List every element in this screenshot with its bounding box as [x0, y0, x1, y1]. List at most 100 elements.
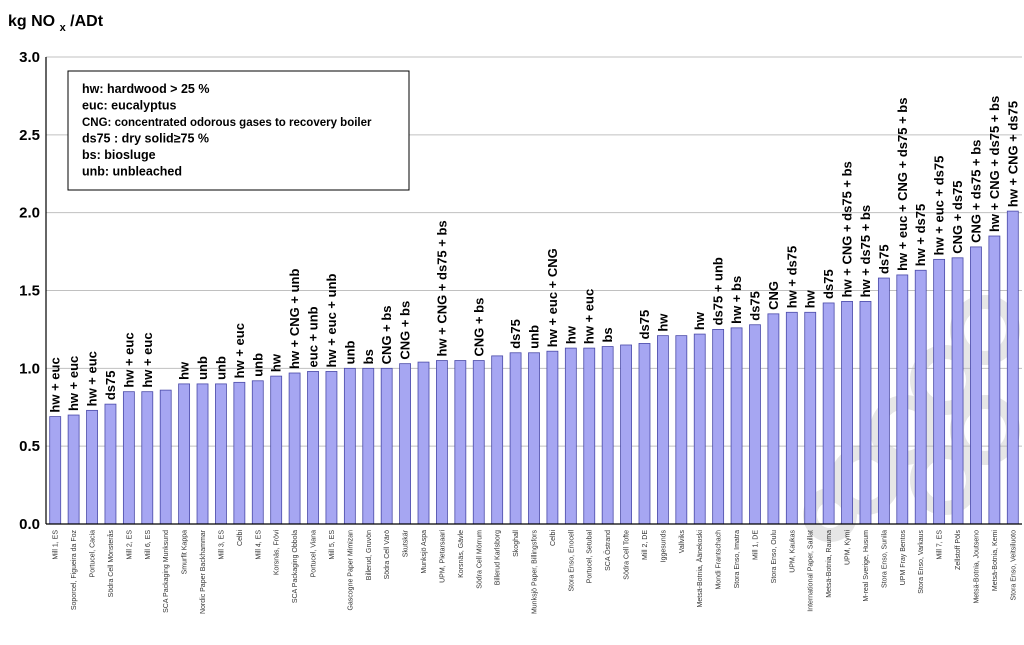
bar-note: hw: [692, 311, 707, 330]
x-tick-label: Mill 1, DE: [752, 530, 759, 560]
x-tick-label: M-real Sverige, Husum: [863, 530, 870, 602]
legend-entry: CNG: concentrated odorous gases to recov…: [82, 117, 372, 129]
x-tick-label: Mill 4, ES: [255, 530, 262, 560]
y-tick-label: 1.0: [19, 360, 40, 377]
x-tick-label: SCA Packaging Munksund: [163, 530, 170, 613]
bar-note: bs: [600, 327, 615, 342]
bar: [657, 335, 669, 525]
bar: [251, 380, 264, 525]
bar-note: hw + euc + CNG: [545, 248, 560, 347]
x-tick-label: Mill 2, ES: [126, 530, 133, 560]
bar-note: hw + euc: [85, 351, 100, 406]
bar-note: CNG + bs: [398, 301, 413, 360]
bar-note: unb: [213, 356, 228, 380]
bar: [362, 367, 375, 525]
bar: [141, 391, 154, 525]
bar-note: hw + ds75 + bs: [858, 205, 873, 298]
bar-note: ds75: [637, 310, 652, 340]
bar: [215, 383, 227, 525]
bar-note: CNG + bs: [471, 298, 486, 357]
y-tick-label: 2.0: [19, 205, 40, 222]
legend-entry: hw: hardwood > 25 %: [82, 82, 209, 96]
bar-note: hw + bs: [729, 276, 744, 324]
bar-note: hw + euc: [232, 323, 247, 378]
bar-note: hw + euc: [121, 332, 136, 387]
x-tick-label: Mill 7, ES: [937, 530, 944, 560]
bar-note: bs: [361, 349, 376, 364]
x-tick-label: Vallviks: [679, 530, 686, 554]
bar-note: CNG: [766, 281, 781, 310]
bar-note: hw + euc + ds75: [932, 156, 947, 256]
bar-note: hw + ds75: [784, 246, 799, 309]
x-tick-label: UPM, Kymi: [845, 530, 852, 565]
bar: [491, 355, 504, 525]
bar: [988, 235, 1001, 525]
x-tick-label: Södra Cell Mönsterås: [107, 530, 115, 598]
bar: [178, 383, 191, 525]
x-tick-label: Metsä-Botnia, Rauma: [826, 530, 833, 598]
bar: [307, 371, 319, 525]
x-tick-label: Celbi: [550, 530, 557, 546]
x-tick-label: Stora Enso, Imatra: [734, 530, 741, 588]
x-tick-label: Stora Enso, Veitsiluoto: [1010, 530, 1017, 601]
x-tick-label: Mondi Frantschach: [716, 530, 723, 590]
x-tick-label: Mill 6, ES: [145, 530, 152, 560]
y-tick-label: 3.0: [19, 49, 40, 66]
bar: [620, 344, 632, 525]
bar-note: hw + euc: [48, 357, 63, 412]
y-tick-label: 2.5: [19, 127, 40, 144]
x-tick-label: Portucel, Cacia: [90, 530, 97, 578]
bar: [804, 311, 817, 525]
bar-note: CNG + bs: [379, 305, 394, 364]
bar-note: hw + euc + unb: [324, 273, 339, 367]
x-tick-label: Munksjö Paper, Billingsfors: [532, 530, 539, 615]
y-axis-title: kg NO x /ADt: [8, 13, 104, 34]
bar: [583, 347, 596, 525]
bar-note: hw: [269, 353, 284, 372]
bar-note: hw + ds75: [913, 204, 928, 267]
bar: [785, 311, 798, 525]
x-tick-label: Korsnäs, Frövi: [274, 530, 281, 576]
x-tick-label: Billerud Karlsborg: [495, 530, 502, 585]
bar-note: CNG + ds75 + bs: [968, 140, 983, 243]
x-tick-label: Billerud, Gruvön: [366, 530, 373, 580]
x-tick-label: Södra Cell Tofte: [624, 530, 631, 580]
bar: [675, 335, 688, 525]
x-tick-label: SCA Packaging Obbola: [292, 530, 299, 603]
bar: [951, 257, 964, 525]
x-tick-label: Stora Enso, Varkaus: [918, 530, 925, 594]
bar: [49, 416, 62, 525]
x-tick-label: Metsä-Botnia, Joutseno: [973, 530, 980, 604]
bar: [896, 274, 909, 525]
y-tick-label: 0.0: [19, 516, 40, 533]
x-tick-label: Skutskär: [403, 529, 410, 557]
x-tick-label: Södra Cell Värö: [384, 530, 391, 580]
bar: [86, 409, 98, 525]
x-tick-label: Celbi: [237, 530, 244, 546]
bar-note: euc + unb: [306, 306, 321, 367]
bar: [399, 363, 411, 525]
bar: [859, 300, 872, 525]
legend-box: [67, 70, 410, 191]
x-tick-label: Södra Cell Mörrum: [476, 530, 483, 589]
x-tick-label: SCA Östrand: [604, 530, 612, 571]
x-tick-label: Metsä-Botnia, Kemi: [992, 530, 999, 592]
bar: [509, 352, 522, 525]
x-tick-label: Iggesunds: [660, 530, 667, 563]
x-tick-label: UPM, Kaukas: [789, 530, 796, 573]
bar-note: hw + euc: [582, 289, 597, 344]
legend-entry: unb: unbleached: [82, 165, 182, 179]
bar: [693, 333, 706, 525]
bar: [1006, 210, 1019, 525]
bar-note: ds75: [508, 319, 523, 349]
bar-note: unb: [195, 356, 210, 380]
x-tick-label: Mill 1, ES: [53, 530, 60, 560]
legend-entry: euc: eucalyptus: [82, 99, 177, 113]
x-tick-label: Smurfit Kappa: [182, 530, 189, 574]
bar: [196, 383, 209, 525]
x-tick-label: UPM, Pietarsaari: [439, 530, 446, 583]
bar: [288, 372, 301, 525]
bar: [159, 389, 172, 525]
watermark-logo: [803, 295, 1020, 542]
